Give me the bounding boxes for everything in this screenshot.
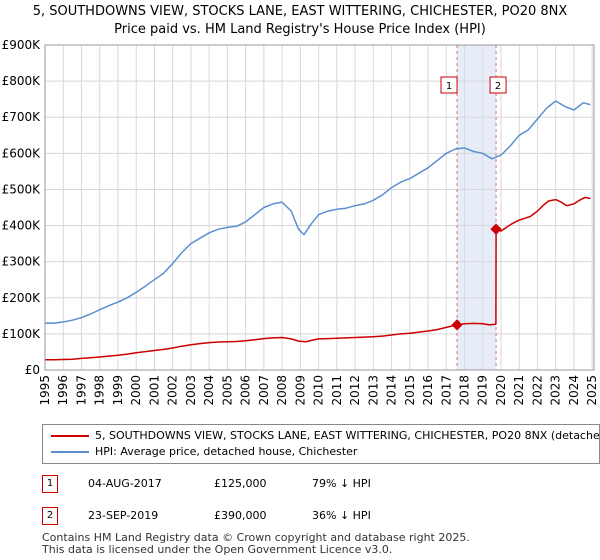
legend-entry-property: 5, SOUTHDOWNS VIEW, STOCKS LANE, EAST WI… bbox=[51, 429, 600, 445]
x-tick-label: 2014 bbox=[385, 375, 399, 406]
x-tick-label: 2024 bbox=[567, 375, 581, 406]
y-tick-label: £300K bbox=[2, 255, 42, 269]
x-tick-label: 2006 bbox=[239, 375, 253, 406]
y-tick-label: £0 bbox=[25, 363, 40, 377]
annotation-label: 1 bbox=[440, 76, 458, 94]
legend-label-property: 5, SOUTHDOWNS VIEW, STOCKS LANE, EAST WI… bbox=[95, 429, 600, 442]
x-tick-label: 2010 bbox=[312, 375, 326, 406]
y-tick-label: £600K bbox=[2, 146, 42, 160]
x-tick-label: 2013 bbox=[366, 375, 380, 406]
plot-area bbox=[45, 45, 594, 370]
transaction-price: £125,000 bbox=[214, 477, 267, 490]
property-price-line bbox=[45, 196, 591, 361]
x-tick-label: 1998 bbox=[93, 375, 107, 406]
legend-entry-hpi: HPI: Average price, detached house, Chic… bbox=[51, 445, 357, 461]
highlight-band bbox=[457, 45, 497, 370]
legend-swatch-property bbox=[51, 435, 89, 437]
x-tick-label: 2015 bbox=[403, 375, 417, 406]
x-tick-label: 2005 bbox=[220, 375, 234, 406]
y-tick-label: £800K bbox=[2, 74, 42, 88]
x-tick-label: 2011 bbox=[330, 375, 344, 406]
y-tick-label: £500K bbox=[2, 182, 42, 196]
x-tick-label: 2016 bbox=[421, 375, 435, 406]
x-tick-label: 2000 bbox=[129, 375, 143, 406]
y-tick-label: £900K bbox=[2, 38, 42, 52]
footer-licence: This data is licensed under the Open Gov… bbox=[42, 543, 393, 556]
x-tick-label: 2003 bbox=[184, 375, 198, 406]
annotation-box bbox=[489, 76, 507, 94]
transaction-hpi-diff: 79% ↓ HPI bbox=[312, 477, 371, 490]
transaction-date: 23-SEP-2019 bbox=[88, 509, 159, 522]
sale-marker bbox=[490, 223, 502, 235]
chart-title-line2: Price paid vs. HM Land Registry's House … bbox=[114, 22, 486, 37]
x-tick-label: 2022 bbox=[530, 375, 544, 406]
x-tick-label: 2004 bbox=[202, 375, 216, 406]
annotation-label: 2 bbox=[489, 76, 507, 94]
x-tick-label: 2012 bbox=[348, 375, 362, 406]
x-tick-label: 2002 bbox=[166, 375, 180, 406]
x-tick-label: 2008 bbox=[275, 375, 289, 406]
hpi-line bbox=[45, 100, 591, 324]
x-tick-label: 1997 bbox=[74, 375, 88, 406]
y-tick-label: £400K bbox=[2, 219, 42, 233]
annotation-number: 2 bbox=[495, 81, 501, 92]
x-tick-label: 1999 bbox=[111, 375, 125, 406]
transaction-date: 04-AUG-2017 bbox=[88, 477, 162, 490]
annotation-number: 1 bbox=[446, 81, 452, 92]
x-tick-label: 2001 bbox=[147, 375, 161, 406]
x-tick-label: 2009 bbox=[293, 375, 307, 406]
x-tick-label: 2018 bbox=[458, 375, 472, 406]
x-tick-label: 2021 bbox=[512, 375, 526, 406]
sale-marker bbox=[451, 319, 463, 331]
y-tick-label: £200K bbox=[2, 291, 42, 305]
price-chart: £0 £100K £200K £300K £400K £500K £600K £700K £80… bbox=[2, 38, 600, 406]
legend-label-hpi: HPI: Average price, detached house, Chic… bbox=[95, 445, 358, 458]
x-tick-label: 2019 bbox=[476, 375, 490, 406]
plot-frame bbox=[44, 44, 595, 371]
y-tick-label: £100K bbox=[2, 327, 42, 341]
annotation-box bbox=[440, 76, 458, 94]
footer-copyright: Contains HM Land Registry data © Crown c… bbox=[42, 531, 470, 544]
transaction-price: £390,000 bbox=[214, 509, 267, 522]
x-tick-label: 2007 bbox=[257, 375, 271, 406]
transaction-badge: 1 bbox=[42, 475, 58, 493]
x-tick-label: 2020 bbox=[494, 375, 508, 406]
x-tick-label: 2023 bbox=[549, 375, 563, 406]
transaction-hpi-diff: 36% ↓ HPI bbox=[312, 509, 371, 522]
x-tick-label: 2025 bbox=[585, 375, 599, 406]
chart-legend: 5, SOUTHDOWNS VIEW, STOCKS LANE, EAST WI… bbox=[42, 424, 600, 464]
x-tick-label: 2017 bbox=[439, 375, 453, 406]
legend-swatch-hpi bbox=[51, 451, 89, 453]
x-tick-label: 1995 bbox=[38, 375, 52, 406]
x-tick-label: 1996 bbox=[56, 375, 70, 406]
chart-title-line1: 5, SOUTHDOWNS VIEW, STOCKS LANE, EAST WI… bbox=[32, 4, 568, 19]
transaction-badge: 2 bbox=[42, 507, 58, 525]
y-tick-label: £700K bbox=[2, 110, 42, 124]
